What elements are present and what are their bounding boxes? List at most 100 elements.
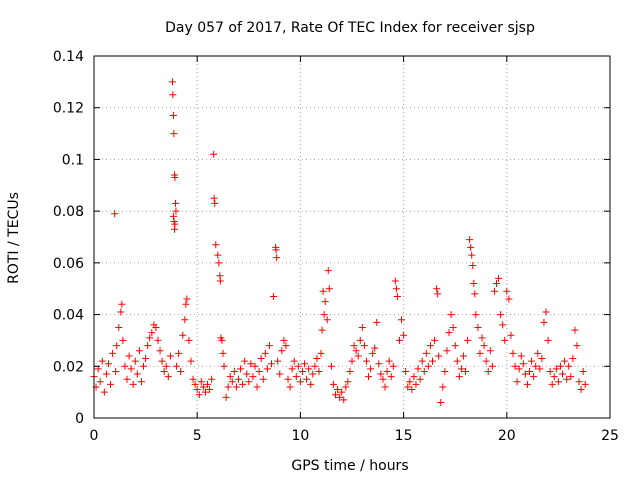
- data-point: [324, 267, 332, 275]
- data-point: [462, 367, 470, 375]
- data-point: [169, 212, 177, 220]
- data-point: [220, 362, 228, 370]
- data-point: [490, 287, 498, 295]
- y-tick-label: 0.02: [53, 359, 84, 375]
- data-point: [218, 336, 226, 344]
- data-point: [426, 342, 434, 350]
- data-point: [239, 380, 247, 388]
- data-point: [148, 329, 156, 337]
- data-point: [338, 388, 346, 396]
- data-point: [579, 367, 587, 375]
- x-axis-label: GPS time / hours: [291, 458, 408, 474]
- data-point: [164, 373, 172, 381]
- data-point: [152, 324, 160, 331]
- data-point: [480, 342, 488, 350]
- data-point: [144, 342, 152, 350]
- data-point: [137, 378, 145, 386]
- y-tick-label: 0.12: [53, 101, 84, 117]
- data-point: [433, 285, 441, 293]
- data-point: [393, 292, 401, 300]
- data-point: [513, 378, 521, 386]
- data-point: [575, 378, 583, 386]
- data-point: [469, 261, 477, 269]
- data-point: [435, 352, 443, 360]
- data-point: [441, 367, 449, 375]
- data-point: [305, 365, 313, 373]
- data-point: [232, 383, 240, 391]
- data-point: [172, 199, 180, 207]
- data-point: [464, 336, 472, 344]
- data-point: [331, 391, 339, 399]
- data-point: [301, 360, 309, 368]
- data-point: [129, 380, 137, 388]
- data-point: [515, 365, 523, 373]
- data-point: [340, 396, 348, 404]
- data-point: [253, 383, 261, 391]
- y-tick-label: 0.06: [53, 256, 84, 272]
- data-point: [542, 308, 550, 316]
- data-point: [573, 342, 581, 350]
- data-point: [243, 370, 251, 378]
- data-point: [276, 370, 284, 378]
- data-point: [484, 367, 492, 375]
- data-point: [272, 246, 280, 254]
- data-point: [350, 342, 358, 350]
- data-point: [259, 375, 267, 383]
- data-point: [100, 388, 108, 396]
- data-point: [201, 388, 209, 396]
- data-point: [391, 277, 399, 285]
- data-point: [371, 344, 379, 352]
- data-point: [550, 373, 558, 381]
- data-point: [158, 357, 166, 365]
- data-point: [320, 311, 328, 319]
- data-point: [389, 362, 397, 370]
- data-point: [468, 251, 476, 259]
- data-point: [208, 375, 216, 383]
- data-point: [288, 365, 296, 373]
- data-point: [224, 383, 232, 391]
- data-point: [210, 150, 218, 158]
- data-point: [193, 386, 201, 394]
- data-point: [325, 285, 333, 293]
- data-point: [173, 362, 181, 370]
- data-point: [257, 355, 265, 363]
- data-point: [107, 380, 115, 388]
- data-point: [418, 357, 426, 365]
- data-point: [334, 386, 342, 394]
- data-point: [453, 357, 461, 365]
- x-tick-label: 25: [601, 428, 619, 444]
- data-point: [247, 360, 255, 368]
- data-point: [170, 130, 178, 138]
- data-point: [367, 365, 375, 373]
- data-point: [169, 91, 177, 99]
- plot-frame: [93, 55, 611, 419]
- data-point: [408, 386, 416, 394]
- data-point: [406, 378, 414, 386]
- chart-title: Day 057 of 2017, Rate Of TEC Index for r…: [165, 20, 535, 36]
- data-point: [375, 360, 383, 368]
- data-point: [274, 357, 282, 365]
- data-point: [199, 383, 207, 391]
- data-point: [313, 355, 321, 363]
- data-point: [181, 316, 189, 324]
- data-point: [466, 236, 474, 244]
- data-point: [222, 393, 230, 401]
- data-point: [467, 243, 475, 251]
- y-tick-label: 0.14: [53, 49, 84, 65]
- data-point: [146, 334, 154, 342]
- data-point: [540, 318, 548, 326]
- data-point: [162, 362, 170, 370]
- data-point: [171, 220, 179, 228]
- data-point: [414, 365, 422, 373]
- data-point: [534, 349, 542, 357]
- data-point: [169, 111, 177, 119]
- data-point: [511, 362, 519, 370]
- data-point: [387, 373, 395, 381]
- data-point: [204, 380, 212, 388]
- data-point: [346, 367, 354, 375]
- data-point: [434, 290, 442, 298]
- data-point: [486, 347, 494, 355]
- data-point: [189, 375, 197, 383]
- data-point: [577, 386, 585, 394]
- y-tick-label: 0: [75, 411, 84, 427]
